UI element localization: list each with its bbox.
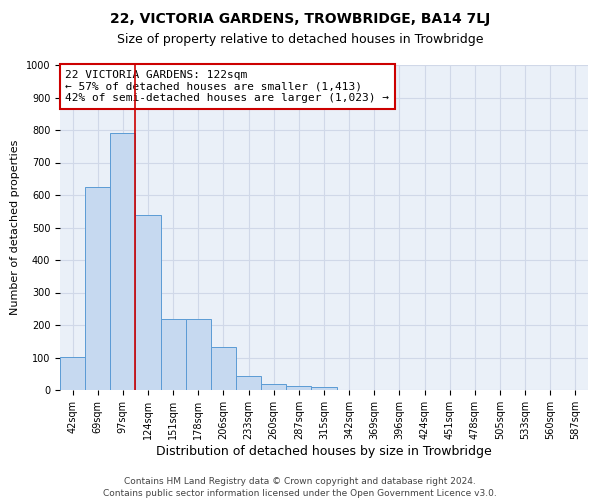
Bar xyxy=(110,133,136,390)
Bar xyxy=(186,318,211,390)
Bar xyxy=(85,187,110,390)
Bar xyxy=(60,356,85,390)
X-axis label: Distribution of detached houses by size in Trowbridge: Distribution of detached houses by size … xyxy=(156,444,492,458)
Bar xyxy=(311,387,337,390)
Bar xyxy=(161,318,186,390)
Text: 22 VICTORIA GARDENS: 122sqm
← 57% of detached houses are smaller (1,413)
42% of : 22 VICTORIA GARDENS: 122sqm ← 57% of det… xyxy=(65,70,389,103)
Text: Contains HM Land Registry data © Crown copyright and database right 2024.
Contai: Contains HM Land Registry data © Crown c… xyxy=(103,476,497,498)
Text: 22, VICTORIA GARDENS, TROWBRIDGE, BA14 7LJ: 22, VICTORIA GARDENS, TROWBRIDGE, BA14 7… xyxy=(110,12,490,26)
Bar xyxy=(136,214,161,390)
Bar xyxy=(261,384,286,390)
Text: Size of property relative to detached houses in Trowbridge: Size of property relative to detached ho… xyxy=(117,32,483,46)
Bar xyxy=(211,347,236,390)
Bar xyxy=(236,376,261,390)
Y-axis label: Number of detached properties: Number of detached properties xyxy=(10,140,20,315)
Bar xyxy=(286,386,311,390)
